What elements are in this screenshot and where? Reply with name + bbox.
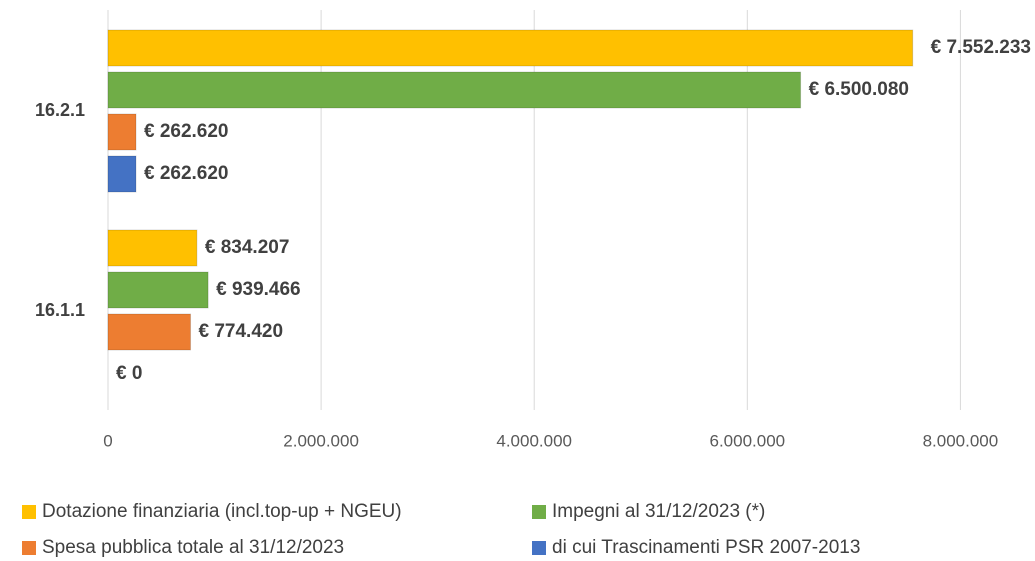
value-label: € 7.552.233 [931, 37, 1031, 58]
bar [107, 71, 802, 109]
bar [107, 155, 137, 193]
value-label: € 262.620 [144, 163, 229, 184]
x-tick-label: 4.000.000 [496, 431, 572, 450]
legend-label: Spesa pubblica totale al 31/12/2023 [42, 537, 344, 558]
legend-label: di cui Trascinamenti PSR 2007-2013 [552, 537, 860, 558]
bar [107, 229, 198, 267]
legend-label: Dotazione finanziaria (incl.top-up + NGE… [42, 501, 402, 522]
bar [107, 113, 137, 151]
x-tick-label: 2.000.000 [283, 431, 359, 450]
value-label: € 262.620 [144, 121, 229, 142]
legend-swatch [22, 505, 36, 519]
legend-label: Impegni al 31/12/2023 (*) [552, 501, 765, 522]
legend-swatch [22, 541, 36, 555]
value-label: € 0 [116, 363, 142, 384]
bar [107, 271, 209, 309]
x-tick-label: 0 [103, 431, 112, 450]
value-label: € 6.500.080 [809, 79, 909, 100]
legend-swatch [532, 505, 546, 519]
value-label: € 774.420 [199, 321, 284, 342]
bar [107, 29, 914, 67]
x-tick-label: 8.000.000 [923, 431, 999, 450]
legend-swatch [532, 541, 546, 555]
bar [107, 313, 192, 351]
value-label: € 939.466 [216, 279, 301, 300]
category-label: 16.2.1 [35, 100, 85, 120]
category-label: 16.1.1 [35, 300, 85, 320]
x-tick-label: 6.000.000 [709, 431, 785, 450]
value-label: € 834.207 [205, 237, 290, 258]
